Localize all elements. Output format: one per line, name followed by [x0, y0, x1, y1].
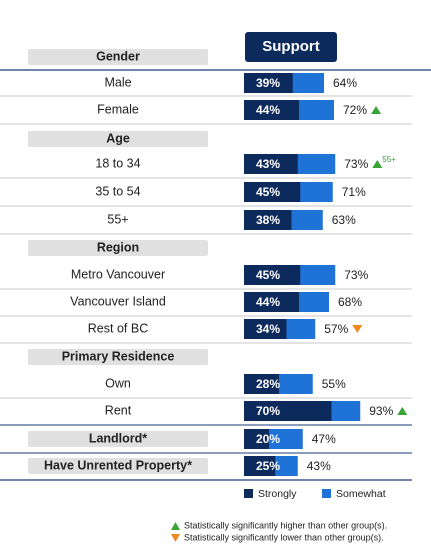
total-label: 64%	[333, 76, 357, 90]
strongly-label: 39%	[256, 76, 280, 90]
total-label: 93%	[369, 404, 393, 418]
total-label: 68%	[338, 295, 362, 309]
footnote: Statistically significantly lower than o…	[184, 532, 384, 542]
bar-strongly	[244, 374, 279, 394]
significance-marker	[372, 160, 383, 168]
category-label: 18 to 34	[95, 156, 140, 170]
significance-marker	[352, 325, 363, 333]
strongly-label: 34%	[256, 322, 280, 336]
group-header-box	[28, 49, 208, 65]
total-label: 71%	[342, 185, 366, 199]
row-header-box	[28, 458, 208, 474]
strongly-label: 38%	[256, 213, 280, 227]
group-header: Primary Residence	[62, 349, 175, 363]
total-label: 57%	[324, 322, 348, 336]
significance-marker	[371, 106, 382, 114]
footnote: Statistically significantly higher than …	[184, 520, 387, 530]
total-label: 43%	[307, 459, 331, 473]
bar-strongly	[244, 265, 301, 285]
strongly-label: 45%	[256, 185, 280, 199]
total-label: 73%	[344, 157, 368, 171]
category-label: 55+	[107, 212, 128, 226]
bar-strongly	[244, 100, 299, 120]
legend-swatch	[322, 489, 331, 498]
bar-strongly	[244, 429, 269, 449]
bar-strongly	[244, 319, 287, 339]
category-label: Male	[104, 75, 131, 89]
category-label: Have Unrented Property*	[44, 458, 192, 472]
strongly-label: 28%	[256, 377, 280, 391]
row-header-box	[28, 431, 208, 447]
group-header: Region	[97, 240, 139, 254]
bar-strongly	[244, 210, 292, 230]
strongly-label: 44%	[256, 295, 280, 309]
strongly-label: 44%	[256, 103, 280, 117]
significance-marker	[397, 407, 408, 415]
strongly-label: 25%	[256, 459, 280, 473]
strongly-label: 43%	[256, 157, 280, 171]
group-header: Age	[106, 131, 130, 145]
category-label: Female	[97, 102, 139, 116]
legend-label: Somewhat	[336, 488, 386, 500]
category-label: Metro Vancouver	[71, 267, 165, 281]
category-label: Rest of BC	[88, 321, 148, 335]
total-label: 72%	[343, 103, 367, 117]
footnote-marker	[171, 534, 180, 542]
bar-strongly	[244, 456, 276, 476]
group-header-box	[28, 349, 208, 365]
group-header: Gender	[96, 49, 140, 63]
category-label: 35 to 54	[95, 184, 140, 198]
total-label: 55%	[322, 377, 346, 391]
total-label: 47%	[312, 432, 336, 446]
bar-strongly	[244, 292, 299, 312]
footnote-marker	[171, 522, 180, 530]
total-label: 73%	[344, 268, 368, 282]
group-header-box	[28, 240, 208, 256]
group-header-box	[28, 131, 208, 147]
strongly-label: 45%	[256, 268, 280, 282]
category-label: Vancouver Island	[70, 294, 166, 308]
bar-strongly	[244, 401, 332, 421]
significance-note: 55+	[382, 155, 396, 164]
bar-strongly	[244, 182, 301, 202]
category-label: Own	[105, 376, 131, 390]
title-box	[245, 32, 337, 62]
total-label: 63%	[332, 213, 356, 227]
bar-strongly	[244, 154, 298, 174]
strongly-label: 20%	[256, 432, 280, 446]
category-label: Rent	[105, 403, 132, 417]
category-label: Landlord*	[89, 431, 147, 445]
bar-strongly	[244, 73, 293, 93]
legend-label: Strongly	[258, 488, 297, 500]
chart-title: Support	[262, 38, 320, 55]
legend-swatch	[244, 489, 253, 498]
strongly-label: 70%	[256, 404, 280, 418]
